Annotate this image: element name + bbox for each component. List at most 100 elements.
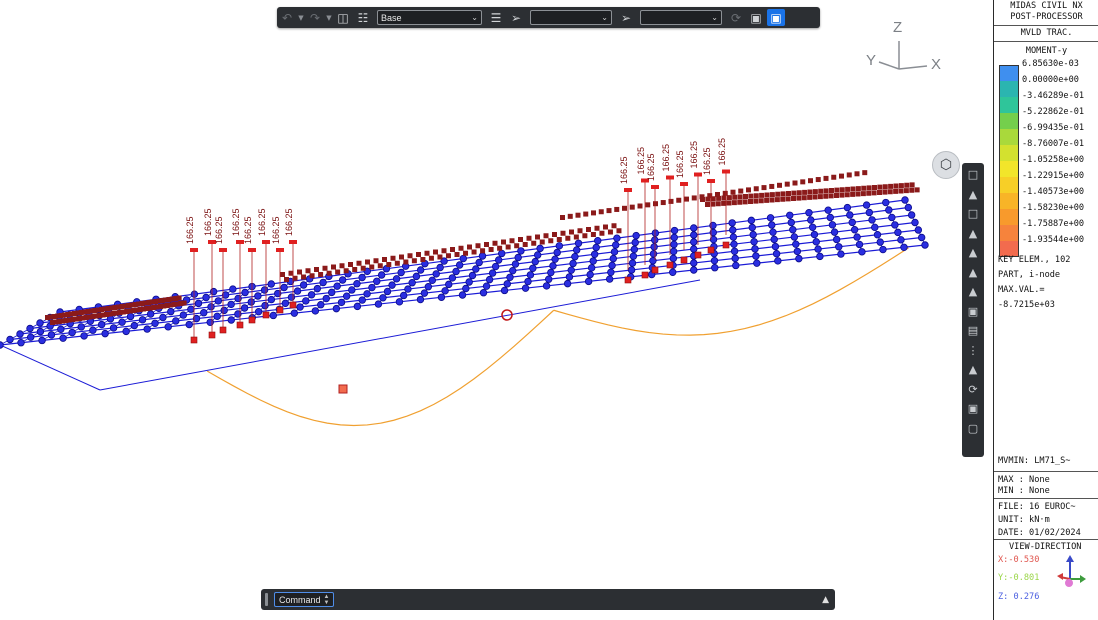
- wheel-load-marker: [786, 191, 791, 196]
- wheel-load-marker: [785, 196, 791, 202]
- expand-up-icon[interactable]: ▲: [822, 594, 829, 605]
- wheel-load-marker: [411, 258, 417, 264]
- wheel-load-marker: [611, 223, 617, 229]
- load-head: [248, 248, 256, 252]
- wheel-load-marker: [109, 305, 115, 311]
- view-front-icon[interactable]: ▲: [968, 187, 978, 201]
- wheel-load-marker: [394, 260, 400, 266]
- node-marker: [353, 280, 361, 288]
- lock-icon[interactable]: ▣: [750, 10, 762, 25]
- view-bottom-icon[interactable]: ▲: [968, 285, 978, 299]
- wheel-load-marker: [801, 195, 807, 201]
- wheel-load-marker: [53, 319, 59, 325]
- wheel-load-marker: [51, 314, 57, 319]
- view-left-icon[interactable]: ▲: [968, 226, 978, 240]
- node-marker: [254, 292, 262, 300]
- node-marker: [241, 288, 249, 297]
- view-back-icon[interactable]: □: [967, 207, 979, 221]
- wheel-load-marker: [743, 194, 748, 199]
- loaded-node: [219, 326, 227, 334]
- divider: [994, 498, 1098, 499]
- pan-icon[interactable]: ⋮: [967, 343, 979, 357]
- wheel-load-marker: [567, 213, 573, 219]
- node-marker: [533, 251, 542, 259]
- max-moment-marker: [338, 384, 348, 394]
- node-marker: [420, 289, 429, 297]
- monitor-icon[interactable]: ▢: [967, 421, 979, 435]
- drag-handle-icon[interactable]: [265, 593, 268, 606]
- wheel-load-marker: [839, 187, 845, 193]
- wheel-load-marker: [705, 202, 710, 207]
- wheel-load-marker: [796, 190, 802, 196]
- wheel-load-marker: [737, 194, 743, 200]
- load-value-label: 166.25: [271, 216, 281, 244]
- command-label: Command: [279, 594, 321, 605]
- node-marker: [690, 245, 698, 253]
- node-marker: [358, 273, 366, 282]
- node-marker: [594, 237, 602, 245]
- display-icon[interactable]: ▣: [967, 402, 979, 416]
- wheel-load-marker: [484, 242, 489, 247]
- node-marker: [871, 223, 879, 232]
- node-marker: [768, 221, 776, 229]
- node-marker: [573, 246, 581, 254]
- view-top-icon[interactable]: ▲: [968, 265, 978, 279]
- view-select[interactable]: Base ⌄: [377, 10, 482, 25]
- wheel-load-marker: [834, 193, 839, 198]
- select-cursor-icon[interactable]: ➢: [510, 10, 522, 25]
- wheel-load-marker: [828, 193, 834, 199]
- rotate-icon[interactable]: ▲: [968, 363, 978, 377]
- model-viewport[interactable]: 166.25 166.25 166.25 166.25 166.25 166.25 166.…: [0, 0, 993, 620]
- layer-icon[interactable]: ☰: [490, 10, 502, 25]
- spinner-arrows-icon[interactable]: ▲ ▼: [323, 593, 330, 606]
- document-icon[interactable]: ◫: [337, 10, 349, 25]
- history-icon[interactable]: ⟳: [730, 10, 742, 25]
- wheel-load-marker: [850, 191, 856, 197]
- zoom-window-icon[interactable]: ▤: [967, 324, 979, 338]
- wheel-load-marker: [518, 237, 523, 242]
- undo-icon[interactable]: ↶: [281, 10, 293, 25]
- view-iso-icon[interactable]: □: [967, 168, 979, 182]
- select-dropdown-two[interactable]: ⌄: [530, 10, 612, 25]
- orbit-icon[interactable]: ⟳: [968, 382, 978, 396]
- view-right-icon[interactable]: ▲: [968, 246, 978, 260]
- node-marker: [491, 262, 500, 271]
- wheel-load-marker: [50, 320, 55, 325]
- wheel-load-marker: [586, 227, 591, 232]
- node-marker: [669, 268, 677, 276]
- redo-icon[interactable]: ↷: [309, 10, 321, 25]
- pick-element-icon[interactable]: ➢: [620, 10, 632, 25]
- wheel-load-marker: [775, 191, 781, 197]
- wheel-load-marker: [181, 300, 187, 306]
- node-marker: [267, 295, 276, 304]
- max-case: MAX : None: [998, 475, 1050, 485]
- node-marker: [858, 248, 866, 256]
- structure-group-icon[interactable]: ☷: [357, 10, 369, 25]
- node-marker: [732, 261, 740, 270]
- node-marker: [424, 283, 433, 291]
- node-marker: [164, 323, 172, 331]
- load-value-label: 166.25: [636, 147, 646, 175]
- zoom-fit-icon[interactable]: ▣: [967, 304, 979, 318]
- legend-swatch: [999, 65, 1019, 81]
- command-input[interactable]: Command ▲ ▼: [274, 592, 335, 607]
- unlock-icon[interactable]: ▣: [767, 9, 785, 26]
- wheel-load-marker: [807, 189, 813, 195]
- node-marker: [436, 263, 444, 272]
- undo-dropdown-icon[interactable]: ▼: [298, 13, 304, 22]
- file-name: FILE: 16 EUROC~: [998, 502, 1076, 512]
- node-marker: [563, 279, 572, 288]
- select-dropdown-three[interactable]: ⌄: [640, 10, 722, 25]
- view-cube-icon[interactable]: ⬡: [932, 151, 960, 179]
- node-marker: [553, 248, 561, 257]
- wheel-load-marker: [158, 304, 163, 309]
- node-marker: [455, 261, 464, 269]
- x-axis-label: X: [931, 56, 941, 73]
- load-head: [666, 175, 674, 180]
- node-marker: [348, 286, 356, 294]
- wheel-load-marker: [284, 277, 289, 282]
- node-marker: [766, 214, 775, 222]
- node-marker: [770, 235, 778, 244]
- wheel-load-marker: [117, 310, 123, 315]
- redo-dropdown-icon[interactable]: ▼: [326, 13, 332, 22]
